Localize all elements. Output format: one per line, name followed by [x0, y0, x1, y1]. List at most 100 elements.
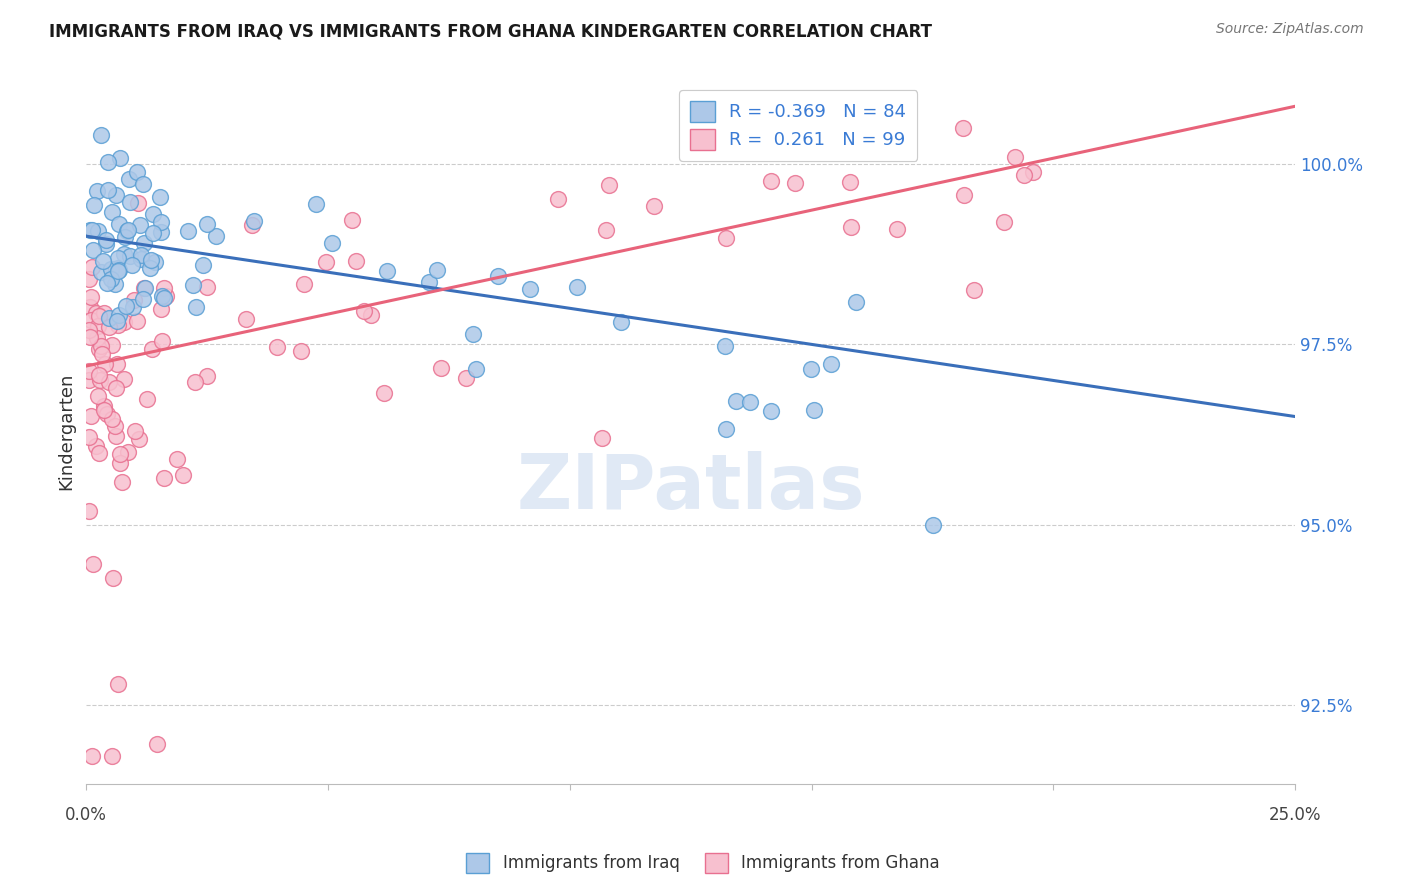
- Point: [820, 357, 842, 371]
- Point: [488, 268, 510, 283]
- Text: 0.0%: 0.0%: [65, 806, 107, 824]
- Point: [80, 223, 103, 237]
- Point: [461, 327, 484, 342]
- Point: [418, 275, 440, 289]
- Point: [79, 301, 101, 315]
- Point: [124, 424, 146, 438]
- Point: [108, 447, 131, 461]
- Point: [153, 471, 176, 485]
- Point: [172, 468, 194, 483]
- Point: [93, 306, 115, 320]
- Point: [112, 315, 135, 329]
- Point: [80, 748, 103, 763]
- Point: [77, 272, 100, 286]
- Point: [77, 430, 100, 444]
- Point: [191, 258, 214, 272]
- Point: [430, 360, 453, 375]
- Point: [145, 255, 167, 269]
- Point: [107, 251, 129, 265]
- Point: [105, 381, 128, 395]
- Point: [93, 403, 115, 417]
- Point: [77, 374, 100, 388]
- Point: [121, 300, 143, 314]
- Point: [100, 261, 122, 276]
- Point: [785, 176, 807, 190]
- Point: [77, 364, 100, 378]
- Point: [153, 281, 176, 295]
- Point: [101, 748, 124, 763]
- Point: [82, 557, 104, 571]
- Point: [183, 277, 205, 292]
- Point: [839, 175, 862, 189]
- Point: [290, 344, 312, 359]
- Point: [1004, 150, 1026, 164]
- Point: [87, 388, 110, 402]
- Text: 25.0%: 25.0%: [1268, 806, 1322, 824]
- Point: [100, 272, 122, 286]
- Point: [153, 291, 176, 305]
- Point: [845, 294, 868, 309]
- Point: [112, 247, 135, 261]
- Point: [120, 249, 142, 263]
- Point: [197, 368, 219, 383]
- Point: [146, 738, 169, 752]
- Point: [90, 339, 112, 353]
- Point: [79, 329, 101, 343]
- Point: [266, 341, 288, 355]
- Point: [716, 230, 738, 244]
- Point: [235, 311, 257, 326]
- Point: [132, 178, 155, 192]
- Point: [77, 323, 100, 337]
- Point: [184, 376, 207, 390]
- Point: [240, 218, 263, 232]
- Point: [80, 290, 103, 304]
- Point: [610, 315, 633, 329]
- Point: [134, 280, 156, 294]
- Point: [117, 222, 139, 236]
- Point: [115, 224, 138, 238]
- Point: [177, 225, 200, 239]
- Point: [963, 283, 986, 297]
- Point: [107, 677, 129, 691]
- Point: [839, 220, 862, 235]
- Point: [94, 237, 117, 252]
- Point: [304, 197, 326, 211]
- Point: [716, 422, 738, 436]
- Point: [104, 277, 127, 291]
- Point: [86, 318, 108, 333]
- Point: [1022, 165, 1045, 179]
- Point: [80, 312, 103, 326]
- Point: [132, 292, 155, 306]
- Point: [375, 264, 398, 278]
- Point: [84, 306, 107, 320]
- Point: [79, 223, 101, 237]
- Point: [150, 301, 173, 316]
- Point: [547, 192, 569, 206]
- Point: [104, 418, 127, 433]
- Point: [87, 224, 110, 238]
- Point: [155, 288, 177, 302]
- Point: [136, 392, 159, 406]
- Point: [353, 303, 375, 318]
- Point: [107, 263, 129, 277]
- Point: [454, 370, 477, 384]
- Point: [86, 184, 108, 198]
- Point: [127, 195, 149, 210]
- Point: [105, 357, 128, 371]
- Point: [108, 308, 131, 322]
- Point: [89, 445, 111, 459]
- Legend: Immigrants from Iraq, Immigrants from Ghana: Immigrants from Iraq, Immigrants from Gh…: [460, 847, 946, 880]
- Point: [98, 375, 121, 389]
- Point: [77, 504, 100, 518]
- Point: [195, 280, 218, 294]
- Point: [643, 199, 665, 213]
- Point: [89, 310, 111, 324]
- Point: [91, 253, 114, 268]
- Point: [360, 309, 382, 323]
- Point: [150, 288, 173, 302]
- Point: [129, 252, 152, 267]
- Point: [108, 152, 131, 166]
- Point: [186, 300, 208, 314]
- Point: [97, 311, 120, 326]
- Point: [93, 400, 115, 414]
